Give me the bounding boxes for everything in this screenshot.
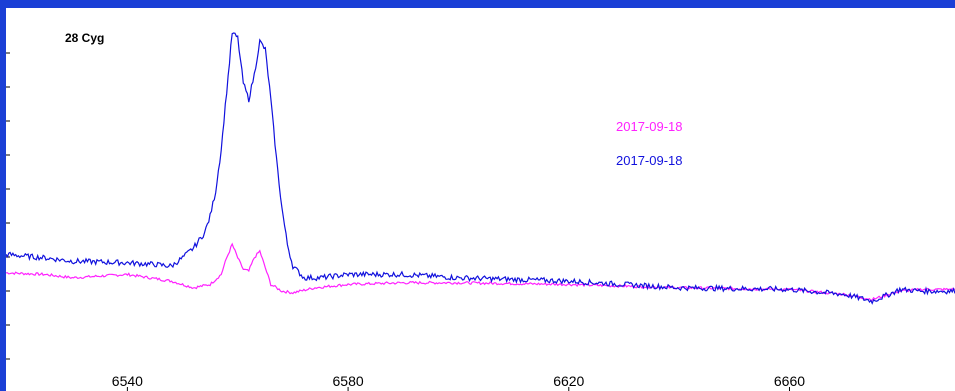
x-tick-label: 6540	[112, 373, 143, 389]
series-layer	[6, 32, 955, 305]
legend-entry-magenta: 2017-09-18	[616, 119, 683, 134]
spectrum-chart: 6540 6580 6620 6660	[6, 32, 955, 391]
bottom-tick-marks	[126, 387, 790, 391]
left-tick-marks	[6, 52, 10, 360]
series-line-1	[6, 32, 955, 305]
series-line-0	[6, 242, 955, 302]
legend-entry-blue: 2017-09-18	[616, 153, 683, 168]
x-tick-label: 6660	[774, 373, 805, 389]
chart-title: 28 Cyg	[65, 31, 105, 45]
plot-area: 6540 6580 6620 6660 28 Cyg 2017-09-18 2017-…	[6, 8, 955, 391]
x-tick-label: 6580	[333, 373, 364, 389]
x-tick-label: 6620	[553, 373, 584, 389]
x-tick-labels: 6540 6580 6620 6660	[112, 373, 805, 389]
